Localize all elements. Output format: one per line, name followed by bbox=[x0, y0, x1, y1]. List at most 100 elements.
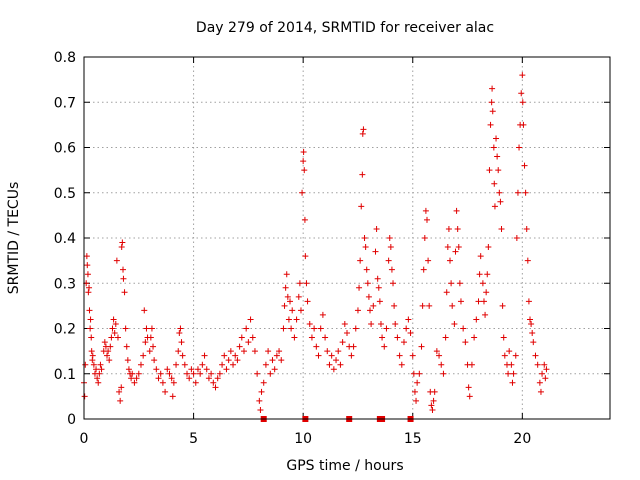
data-point bbox=[466, 393, 473, 400]
data-point bbox=[362, 244, 369, 251]
data-point bbox=[104, 352, 111, 359]
data-point bbox=[488, 99, 495, 106]
data-point bbox=[438, 361, 445, 368]
data-point bbox=[178, 339, 185, 346]
data-point bbox=[360, 126, 367, 133]
data-point bbox=[293, 316, 300, 323]
data-point bbox=[120, 275, 127, 282]
data-point bbox=[468, 361, 475, 368]
data-point bbox=[221, 352, 228, 359]
data-point bbox=[276, 348, 283, 355]
data-point bbox=[457, 298, 464, 305]
data-point bbox=[223, 366, 230, 373]
data-point bbox=[352, 325, 359, 332]
data-point bbox=[247, 316, 254, 323]
data-point bbox=[326, 361, 333, 368]
data-point bbox=[84, 271, 91, 278]
data-point bbox=[454, 225, 461, 232]
data-point bbox=[117, 397, 124, 404]
data-point bbox=[391, 302, 398, 309]
data-point bbox=[243, 325, 250, 332]
data-point bbox=[396, 352, 403, 359]
data-point bbox=[106, 357, 113, 364]
data-point bbox=[529, 330, 536, 337]
data-point bbox=[420, 266, 427, 273]
data-point bbox=[129, 370, 136, 377]
data-point bbox=[440, 370, 447, 377]
data-point bbox=[413, 397, 420, 404]
data-point bbox=[166, 370, 173, 377]
data-point bbox=[234, 357, 241, 364]
data-point bbox=[426, 302, 433, 309]
data-point bbox=[489, 85, 496, 92]
data-point bbox=[508, 361, 515, 368]
data-point bbox=[524, 257, 531, 264]
data-point bbox=[313, 343, 320, 350]
data-point bbox=[521, 162, 528, 169]
data-point bbox=[232, 352, 239, 359]
x-tick-label: 10 bbox=[294, 431, 312, 447]
data-point bbox=[87, 316, 94, 323]
data-point bbox=[333, 357, 340, 364]
plot-frame bbox=[83, 56, 611, 420]
data-point bbox=[339, 339, 346, 346]
data-point bbox=[512, 352, 519, 359]
data-point bbox=[460, 325, 467, 332]
data-point bbox=[501, 352, 508, 359]
data-point bbox=[374, 275, 381, 282]
data-point bbox=[304, 298, 311, 305]
data-point bbox=[368, 320, 375, 327]
data-point bbox=[278, 357, 285, 364]
data-point bbox=[541, 361, 548, 368]
data-point bbox=[436, 352, 443, 359]
data-point bbox=[496, 189, 503, 196]
data-point bbox=[96, 370, 103, 377]
data-point bbox=[510, 370, 517, 377]
data-point bbox=[376, 298, 383, 305]
y-axis: 0 0.1 0.2 0.3 0.4 0.5 0.6 0.7 0.8 bbox=[54, 50, 610, 428]
data-point bbox=[356, 284, 363, 291]
data-point bbox=[528, 320, 535, 327]
data-point bbox=[445, 225, 452, 232]
data-point bbox=[184, 370, 191, 377]
data-point bbox=[283, 271, 290, 278]
data-point bbox=[116, 388, 123, 395]
data-point bbox=[137, 361, 144, 368]
y-tick-label: 0.3 bbox=[54, 276, 76, 292]
data-point bbox=[317, 325, 324, 332]
data-point bbox=[354, 307, 361, 314]
data-point bbox=[201, 352, 208, 359]
data-point bbox=[205, 375, 212, 382]
data-point bbox=[449, 302, 456, 309]
data-point bbox=[451, 320, 458, 327]
x-axis: 0 5 10 15 20 bbox=[80, 57, 531, 447]
data-point bbox=[122, 325, 129, 332]
data-point bbox=[289, 307, 296, 314]
data-point bbox=[483, 289, 490, 296]
data-point bbox=[375, 284, 382, 291]
data-point bbox=[319, 311, 326, 318]
data-point bbox=[120, 266, 127, 273]
data-point bbox=[373, 225, 380, 232]
data-point bbox=[394, 334, 401, 341]
data-point bbox=[301, 216, 308, 223]
data-point bbox=[173, 361, 180, 368]
data-point bbox=[370, 302, 377, 309]
data-point bbox=[430, 397, 437, 404]
data-point bbox=[114, 334, 121, 341]
data-point bbox=[306, 320, 313, 327]
data-point bbox=[514, 189, 521, 196]
x-tick-label: 0 bbox=[80, 431, 89, 447]
data-point bbox=[422, 207, 429, 214]
data-point bbox=[429, 406, 436, 413]
data-point bbox=[377, 320, 384, 327]
data-point bbox=[509, 379, 516, 386]
data-point bbox=[479, 280, 486, 287]
y-tick-label: 0.1 bbox=[54, 367, 76, 383]
data-point bbox=[359, 171, 366, 178]
data-point bbox=[94, 375, 101, 382]
data-point bbox=[81, 393, 88, 400]
data-point bbox=[254, 370, 261, 377]
data-point bbox=[85, 289, 92, 296]
data-point bbox=[175, 348, 182, 355]
